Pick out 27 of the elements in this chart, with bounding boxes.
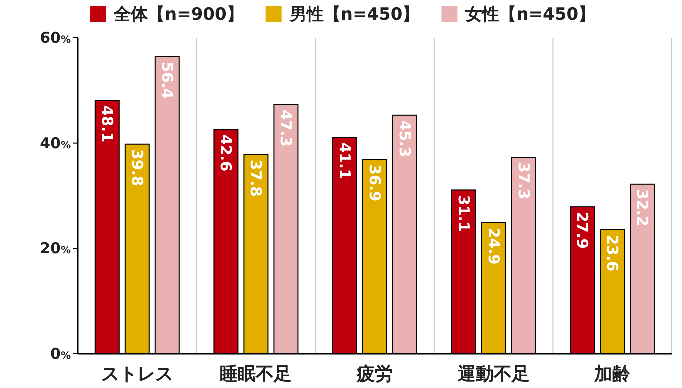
legend-label: 女性【n=450】 <box>464 5 596 25</box>
x-tick-label: ストレス <box>101 364 174 385</box>
data-label: 31.1 <box>454 195 473 232</box>
y-tick-label: 0% <box>50 345 71 363</box>
data-label: 47.3 <box>277 110 296 147</box>
y-tick-label: 60% <box>40 29 71 47</box>
data-label: 23.6 <box>604 234 622 272</box>
data-label: 39.8 <box>128 149 146 186</box>
x-tick-label: 睡眠不足 <box>220 364 292 385</box>
legend-label: 男性【n=450】 <box>288 5 420 25</box>
data-label: 56.4 <box>158 62 176 99</box>
x-tick-label: 疲労 <box>356 364 393 385</box>
x-tick-label: 加齢 <box>594 364 632 385</box>
data-label: 36.9 <box>366 164 384 202</box>
data-label: 41.1 <box>336 142 354 180</box>
data-label: 27.9 <box>574 212 592 250</box>
data-label: 24.9 <box>484 228 503 265</box>
data-label: 37.8 <box>247 160 266 197</box>
data-label: 32.2 <box>634 189 652 226</box>
legend-label: 全体【n=900】 <box>113 5 244 25</box>
data-label: 42.6 <box>217 134 236 172</box>
data-label: 45.3 <box>396 120 414 158</box>
x-tick-label: 運動不足 <box>456 364 530 385</box>
y-tick-label: 40% <box>40 134 71 152</box>
y-tick-label: 20% <box>40 240 71 258</box>
data-label: 37.3 <box>514 162 533 200</box>
data-label: 48.1 <box>98 106 116 143</box>
